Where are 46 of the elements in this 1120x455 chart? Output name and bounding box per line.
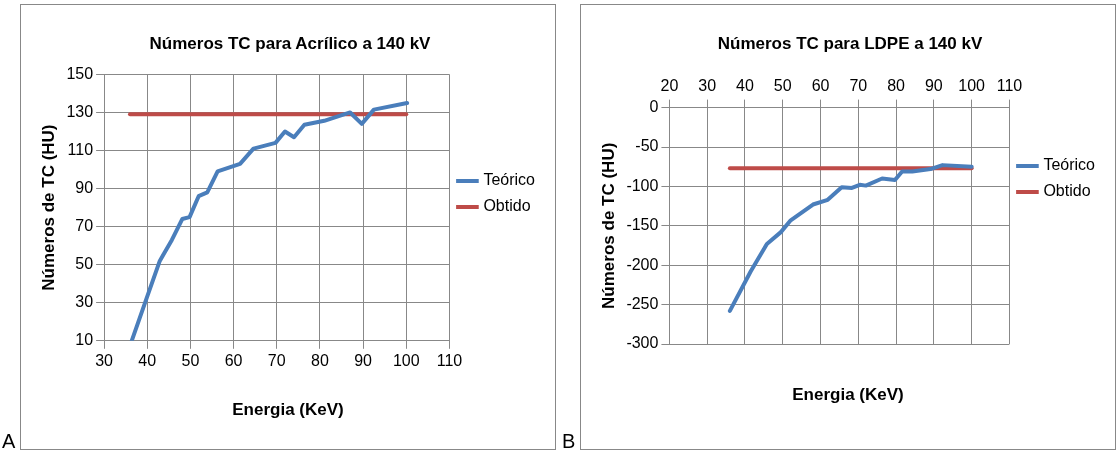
y-tick-label: 70 bbox=[75, 217, 94, 235]
x-tick-label: 80 bbox=[311, 351, 329, 369]
x-tick-label: 40 bbox=[736, 77, 754, 95]
legend-label: Obtido bbox=[483, 197, 531, 215]
x-tick-label: 100 bbox=[958, 77, 986, 95]
x-axis-title: Energia (KeV) bbox=[791, 385, 905, 405]
x-tick-label: 80 bbox=[887, 77, 906, 95]
legend-label: Obtido bbox=[1043, 182, 1091, 200]
x-tick-label: 90 bbox=[354, 351, 373, 369]
x-tick-label: 90 bbox=[924, 77, 943, 95]
x-tick-label: 70 bbox=[849, 77, 868, 95]
y-tick-label: -150 bbox=[626, 216, 659, 234]
legend-label: Teórico bbox=[483, 171, 536, 189]
x-tick-label: 70 bbox=[267, 351, 286, 369]
x-tick-label: 30 bbox=[698, 77, 717, 95]
y-tick-label: 50 bbox=[75, 255, 94, 273]
y-tick-label: 10 bbox=[75, 331, 94, 349]
y-tick-label: 150 bbox=[66, 64, 94, 82]
x-tick-label: 20 bbox=[660, 77, 679, 95]
x-tick-label: 110 bbox=[996, 77, 1023, 95]
legend-label: Teórico bbox=[1043, 156, 1096, 174]
y-tick-label: 110 bbox=[67, 140, 94, 158]
chart-title: Números TC para Acrílico a 140 kV bbox=[149, 33, 432, 53]
y-axis-title: Números de TC (HU) bbox=[598, 142, 618, 309]
y-axis-title: Números de TC (HU) bbox=[38, 124, 58, 291]
x-tick-label: 50 bbox=[773, 77, 792, 95]
x-tick-label: 40 bbox=[138, 351, 157, 369]
x-axis-title: Energia (KeV) bbox=[231, 400, 345, 420]
x-tick-label: 60 bbox=[224, 351, 243, 369]
x-tick-label: 110 bbox=[436, 351, 463, 369]
y-tick-label: 90 bbox=[75, 178, 94, 196]
y-tick-label: -200 bbox=[626, 255, 659, 273]
x-tick-label: 30 bbox=[95, 351, 114, 369]
text: B bbox=[562, 430, 576, 453]
x-tick-label: 100 bbox=[392, 351, 420, 369]
x-tick-label: 50 bbox=[181, 351, 200, 369]
y-tick-label: 30 bbox=[75, 293, 94, 311]
text: A bbox=[2, 430, 16, 453]
y-tick-label: -300 bbox=[626, 334, 659, 352]
y-tick-label: -50 bbox=[635, 137, 659, 155]
y-tick-label: 130 bbox=[66, 102, 94, 120]
y-tick-label: -250 bbox=[626, 295, 659, 313]
x-tick-label: 60 bbox=[811, 77, 830, 95]
y-tick-label: 0 bbox=[649, 98, 659, 116]
y-tick-label: -100 bbox=[626, 176, 659, 194]
chart-title: Números TC para LDPE a 140 kV bbox=[717, 33, 983, 53]
